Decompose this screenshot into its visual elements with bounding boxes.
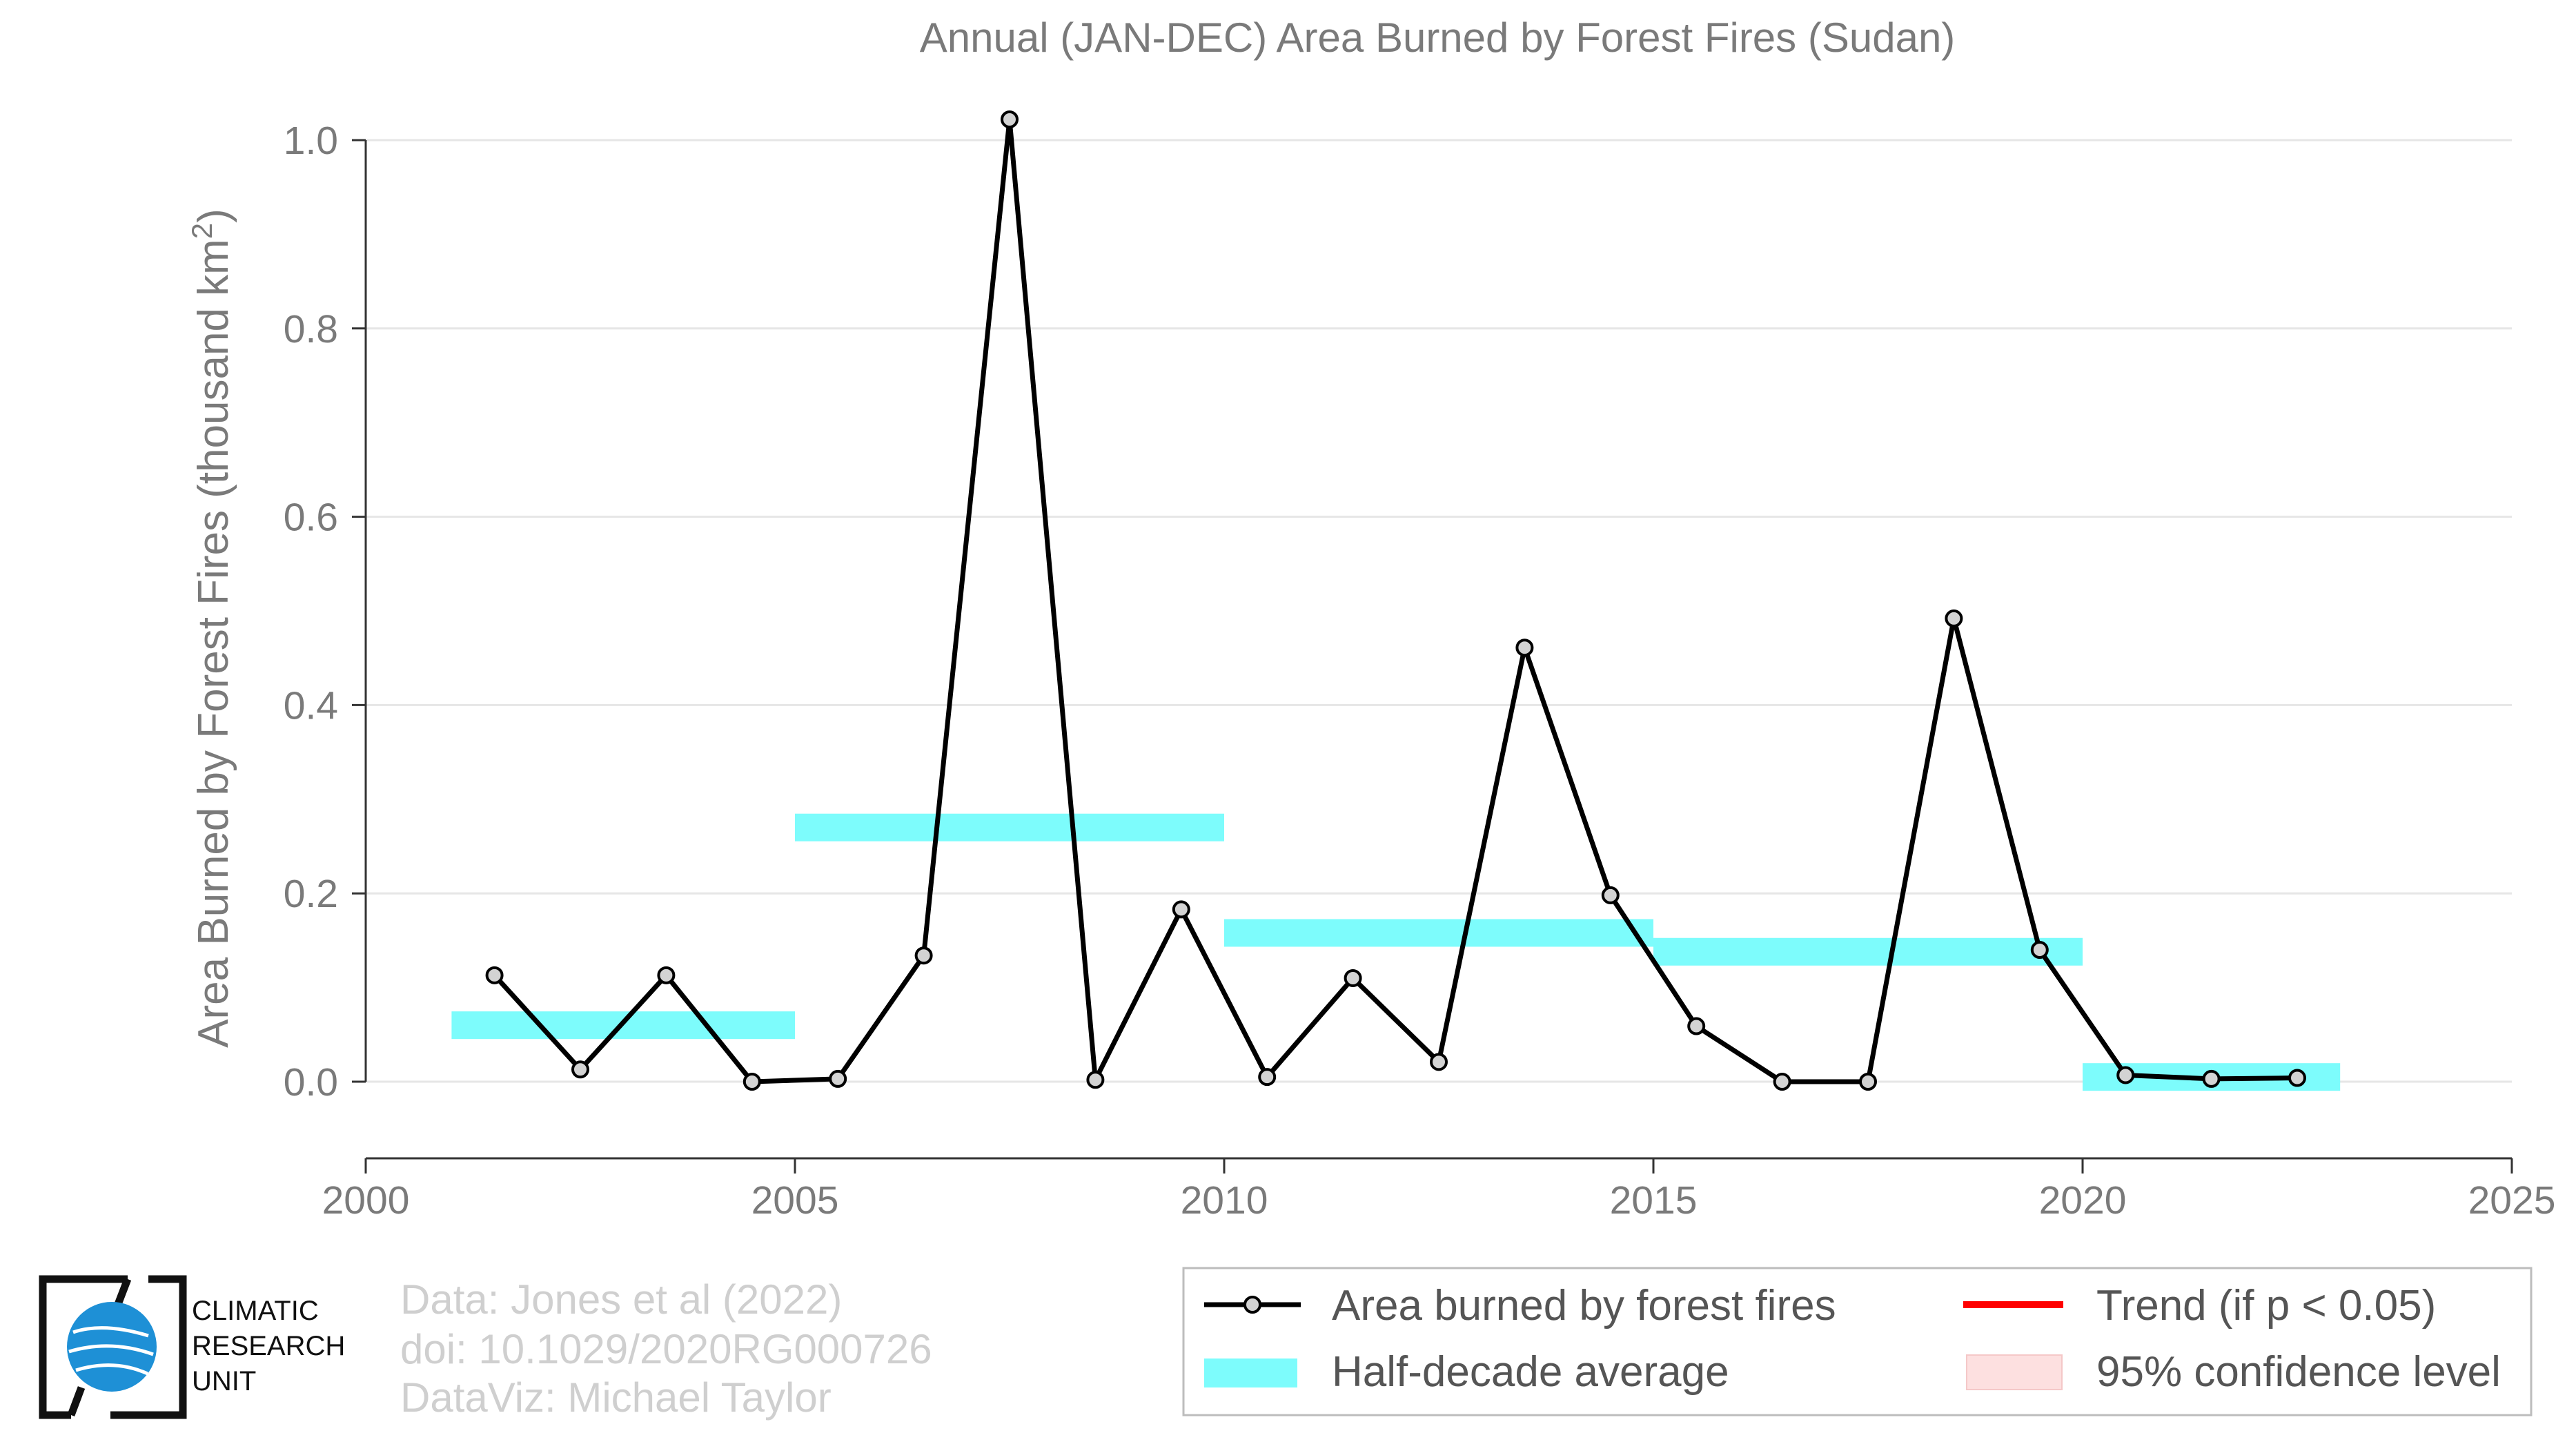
data-point xyxy=(1172,900,1190,919)
data-point xyxy=(1859,1073,1877,1091)
legend-item-half-decade: Half-decade average xyxy=(1204,1348,1729,1396)
half-decade-average-bar xyxy=(1224,919,1653,947)
y-axis-label: Area Burned by Forest Fires (thousand km… xyxy=(186,208,238,1048)
data-point xyxy=(743,1073,761,1091)
legend-band-swatch xyxy=(1204,1359,1297,1387)
half-decade-average-bar xyxy=(795,813,1224,841)
x-tick-label: 2015 xyxy=(1610,1178,1698,1223)
y-tick-label: 0.8 xyxy=(284,307,338,351)
data-point xyxy=(1430,1053,1448,1071)
data-point xyxy=(1687,1017,1706,1035)
logo-text-line1: CLIMATIC xyxy=(192,1296,319,1326)
logo-frame-left xyxy=(39,1275,128,1419)
data-point xyxy=(657,966,676,984)
credit-doi: doi: 10.1029/2020RG000726 xyxy=(400,1326,932,1372)
data-point xyxy=(1515,639,1534,657)
series-lines xyxy=(493,117,2298,1084)
x-tick-label: 2005 xyxy=(751,1178,839,1223)
cru-logo: CLIMATIC RESEARCH UNIT xyxy=(39,1275,345,1419)
legend-label-area-burned: Area burned by forest fires xyxy=(1332,1282,1836,1330)
data-point xyxy=(2202,1069,2221,1088)
series-line-area-burned xyxy=(493,117,2298,1084)
legend-box xyxy=(1182,1267,2533,1416)
data-point xyxy=(2288,1069,2306,1087)
x-tick-label: 2025 xyxy=(2468,1178,2556,1223)
data-point xyxy=(485,966,504,984)
logo-frame-slash-top xyxy=(113,1278,132,1307)
y-axis-label-close: ) xyxy=(190,208,237,223)
legend-item-trend: Trend (if p < 0.05) xyxy=(1963,1282,2436,1330)
y-tick-label: 0.6 xyxy=(284,496,338,540)
legend-item-confidence: 95% confidence level xyxy=(1966,1348,2501,1396)
y-axis-label-superscript: 2 xyxy=(186,223,218,239)
y-axis-ticks: 0.0 0.2 0.4 0.6 0.8 1.0 xyxy=(284,119,367,1104)
y-tick-label: 0.4 xyxy=(284,683,338,728)
data-point xyxy=(1773,1073,1791,1091)
data-point xyxy=(571,1060,589,1079)
globe-wave-1 xyxy=(72,1326,149,1338)
logo-frame-slash-bottom xyxy=(67,1386,86,1416)
credit-dataviz: DataViz: Michael Taylor xyxy=(400,1374,832,1421)
y-axis-label-text: Area Burned by Forest Fires (thousand km xyxy=(190,239,237,1048)
legend-marker-swatch xyxy=(1243,1296,1261,1314)
series-points xyxy=(485,110,2306,1091)
data-point xyxy=(914,946,933,965)
legend-label-confidence: 95% confidence level xyxy=(2096,1348,2501,1396)
half-decade-average-bar xyxy=(1653,937,2083,966)
legend-label-trend: Trend (if p < 0.05) xyxy=(2096,1282,2436,1330)
y-tick-label: 0.2 xyxy=(284,872,338,916)
legend-confidence-swatch xyxy=(1966,1354,2063,1390)
logo-text-line3: UNIT xyxy=(192,1366,256,1396)
data-point xyxy=(2116,1066,2135,1084)
data-point xyxy=(1086,1071,1105,1089)
logo-frame-right xyxy=(110,1275,187,1419)
data-point xyxy=(1258,1068,1277,1087)
x-tick-label: 2000 xyxy=(322,1178,410,1223)
data-point xyxy=(1001,110,1019,128)
x-tick-label: 2020 xyxy=(2039,1178,2127,1223)
globe-wave-3 xyxy=(75,1363,149,1376)
legend: Area burned by forest fires Trend (if p … xyxy=(1182,1267,2533,1416)
data-point xyxy=(1344,968,1362,987)
x-tick-label: 2010 xyxy=(1181,1178,1268,1223)
data-point xyxy=(1601,886,1620,904)
half-decade-bars xyxy=(451,813,2341,1091)
data-point xyxy=(1945,609,1963,627)
legend-item-area-burned: Area burned by forest fires xyxy=(1204,1282,1836,1330)
globe-wave-2 xyxy=(68,1344,154,1356)
y-tick-label: 1.0 xyxy=(284,119,338,163)
logo-text-line2: RESEARCH xyxy=(192,1331,345,1361)
data-point xyxy=(2030,941,2049,960)
chart-title: Annual (JAN-DEC) Area Burned by Forest F… xyxy=(920,14,1956,61)
x-axis: 2000 2005 2010 2015 2020 2025 xyxy=(322,1157,2556,1223)
data-point xyxy=(829,1069,847,1088)
legend-label-half-decade: Half-decade average xyxy=(1332,1348,1729,1396)
y-tick-label: 0.0 xyxy=(284,1060,338,1104)
credit-data-source: Data: Jones et al (2022) xyxy=(400,1276,842,1323)
